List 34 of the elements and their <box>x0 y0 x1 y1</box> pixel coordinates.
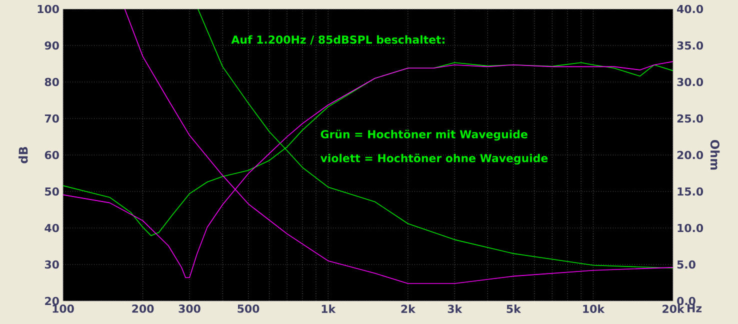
x-tick-label: 3k <box>448 304 462 313</box>
y2-tick-label: 35.0 <box>677 41 704 50</box>
x-tick-label: 5k <box>506 304 522 313</box>
y-tick-label: 80 <box>44 78 59 86</box>
y-tick-label: 70 <box>44 114 59 123</box>
x-tick-label: 500 <box>238 304 260 313</box>
annotation: Grün = Hochtöner mit Waveguide <box>320 130 528 141</box>
x-tick-label: 2k <box>401 304 416 313</box>
y2-tick-label: 15.0 <box>678 187 704 196</box>
y2-tick-label: 10.0 <box>678 224 704 232</box>
x-tick-label: 100 <box>52 304 74 313</box>
x-tick-label: 20k <box>662 304 684 313</box>
y-tick-label: 90 <box>44 41 59 50</box>
y-tick-label: 40 <box>44 224 59 232</box>
y2-tick-label: 40.0 <box>677 4 704 14</box>
x-axis-title: Hz <box>688 304 702 312</box>
y-tick-label: 30 <box>44 260 59 269</box>
annotation: Auf 1.200Hz / 85dBSPL beschaltet: <box>231 35 444 45</box>
x-tick-label: 300 <box>178 304 200 313</box>
y-axis-title: dB <box>18 147 28 164</box>
y-tick-label: 60 <box>44 150 59 160</box>
x-tick-label: 200 <box>132 304 154 313</box>
annotation: violett = Hochtöner ohne Waveguide <box>320 154 548 165</box>
x-tick-label: 1k <box>322 304 336 313</box>
y-tick-label: 50 <box>45 187 59 196</box>
y2-tick-label: 30.0 <box>677 78 704 86</box>
y2-axis-title: Ohm <box>710 140 720 170</box>
y-tick-label: 20 <box>45 296 59 306</box>
y2-tick-label: 25.0 <box>677 114 704 123</box>
y2-tick-label: 5.0 <box>677 260 696 269</box>
y2-tick-label: 0.0 <box>677 296 696 306</box>
x-tick-label: 10k <box>583 304 605 313</box>
y-tick-label: 100 <box>38 4 59 14</box>
y2-tick-label: 20.0 <box>677 150 704 160</box>
